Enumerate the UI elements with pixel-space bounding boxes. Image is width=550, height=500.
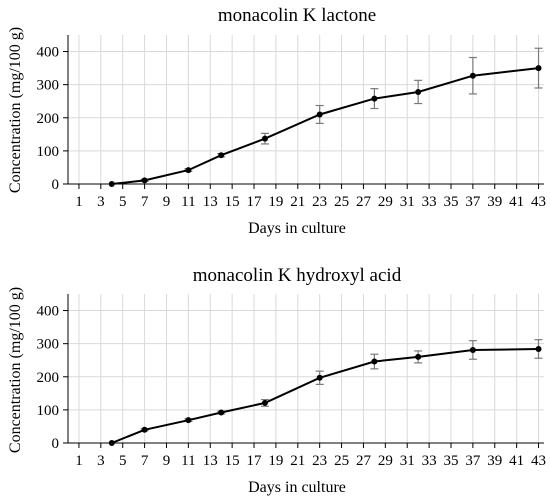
x-tick-label: 13: [203, 194, 218, 210]
data-point: [185, 167, 192, 174]
x-tick-label: 39: [487, 453, 502, 469]
x-tick-label: 11: [181, 453, 195, 469]
data-point: [141, 177, 148, 184]
data-point: [469, 72, 476, 79]
x-tick-label: 3: [97, 194, 105, 210]
x-tick-label: 35: [443, 453, 458, 469]
x-tick-label: 7: [141, 194, 149, 210]
data-point: [108, 181, 115, 187]
data-point: [371, 358, 378, 365]
data-point: [415, 353, 422, 360]
x-tick-label: 21: [290, 194, 305, 210]
x-tick-label: 35: [443, 194, 458, 210]
y-tick-label: 200: [37, 111, 60, 127]
data-point: [108, 440, 115, 446]
data-point: [316, 374, 323, 381]
x-tick-label: 31: [400, 453, 415, 469]
x-tick-label: 29: [378, 453, 393, 469]
data-point: [371, 95, 378, 102]
x-tick-label: 11: [181, 194, 195, 210]
data-point: [535, 65, 542, 72]
data-point: [316, 111, 323, 118]
series-line: [111, 67, 539, 185]
x-tick-label: 19: [268, 194, 283, 210]
x-tick-label: 15: [225, 194, 240, 210]
y-tick-label: 400: [37, 45, 60, 61]
x-tick-label: 19: [268, 453, 283, 469]
x-axis-label: Days in culture: [248, 220, 346, 237]
data-point: [185, 417, 192, 424]
y-axis-label: Concentration (mg/100 g): [7, 27, 24, 193]
data-point: [415, 88, 422, 95]
x-tick-label: 41: [509, 194, 524, 210]
y-tick-label: 100: [37, 144, 60, 160]
x-tick-label: 17: [247, 194, 263, 210]
y-tick-label: 0: [52, 436, 60, 452]
data-point: [218, 152, 225, 159]
x-tick-label: 27: [356, 194, 372, 210]
data-point: [469, 346, 476, 353]
x-tick-label: 5: [119, 194, 127, 210]
y-tick-label: 300: [37, 337, 60, 353]
y-tick-label: 100: [37, 403, 60, 419]
y-tick-label: 300: [37, 78, 60, 94]
x-tick-label: 23: [312, 453, 327, 469]
x-tick-label: 33: [422, 453, 437, 469]
x-tick-label: 23: [312, 194, 327, 210]
x-tick-label: 13: [203, 453, 218, 469]
x-tick-label: 7: [141, 453, 149, 469]
x-tick-label: 29: [378, 194, 393, 210]
y-tick-label: 0: [52, 177, 60, 193]
x-tick-label: 1: [75, 453, 83, 469]
x-tick-label: 1: [75, 194, 83, 210]
x-tick-label: 41: [509, 453, 524, 469]
data-point: [218, 409, 225, 416]
x-tick-label: 39: [487, 194, 502, 210]
y-tick-label: 200: [37, 370, 60, 386]
x-tick-label: 33: [422, 194, 437, 210]
x-tick-label: 27: [356, 453, 372, 469]
y-axis-label: Concentration (mg/100 g): [7, 287, 24, 453]
x-tick-label: 43: [531, 453, 546, 469]
chart-title: monacolin K lactone: [218, 5, 376, 26]
x-tick-label: 15: [225, 453, 240, 469]
x-tick-label: 3: [97, 453, 105, 469]
data-point: [535, 345, 542, 352]
x-tick-label: 37: [465, 453, 481, 469]
x-tick-label: 17: [247, 453, 263, 469]
data-point: [261, 399, 268, 406]
chart-title: monacolin K hydroxyl acid: [193, 265, 402, 286]
x-tick-label: 9: [163, 194, 171, 210]
x-tick-label: 31: [400, 194, 415, 210]
x-tick-label: 43: [531, 194, 546, 210]
x-axis-label: Days in culture: [248, 479, 346, 496]
x-tick-label: 5: [119, 453, 127, 469]
x-tick-label: 25: [334, 453, 349, 469]
data-point: [261, 135, 268, 142]
x-tick-label: 37: [465, 194, 481, 210]
data-point: [141, 426, 148, 433]
y-tick-label: 400: [37, 304, 60, 320]
x-tick-label: 25: [334, 194, 349, 210]
x-tick-label: 9: [163, 453, 171, 469]
x-tick-label: 21: [290, 453, 305, 469]
series-line: [111, 348, 539, 444]
